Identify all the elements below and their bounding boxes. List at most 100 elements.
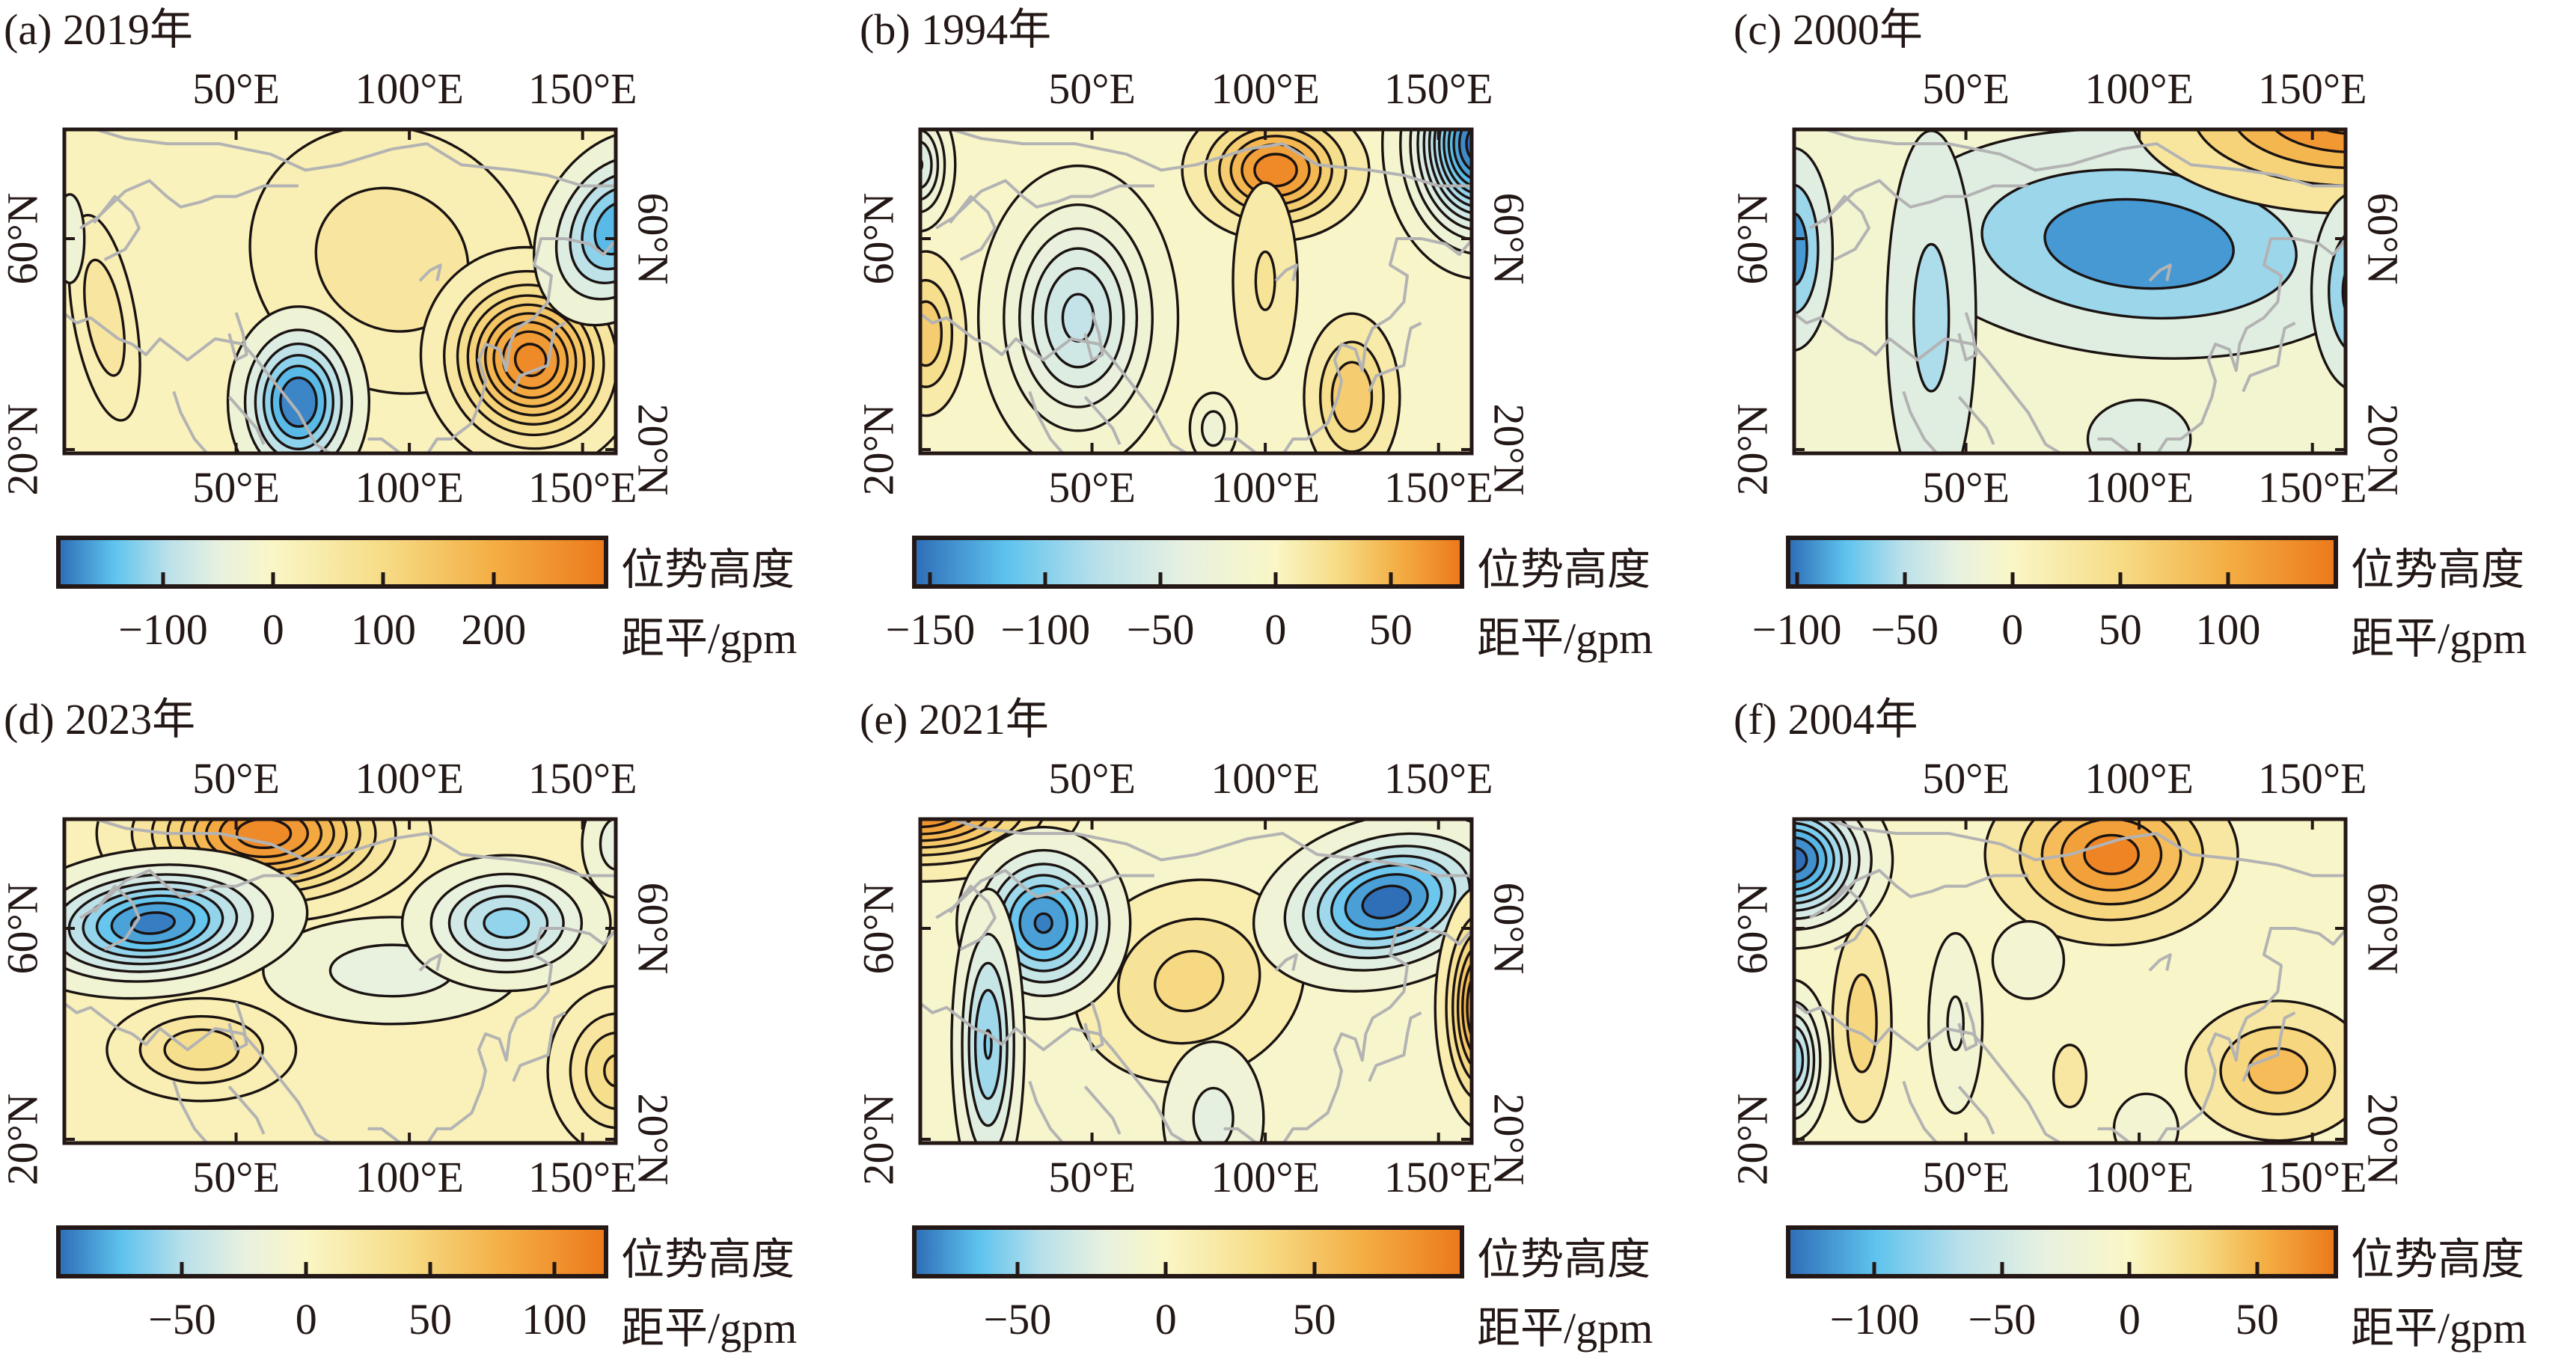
colorbar-tick — [1795, 572, 1799, 584]
colorbar-unit-label: 位势高度 — [1477, 545, 1651, 594]
map-panel-f: (f) 2004年 50°E 50°E 100°E 100°E 150°E 150°E 60°… — [1728, 690, 2576, 1363]
colorbar-tick — [1163, 1262, 1168, 1274]
colorbar-tick — [1015, 1262, 1020, 1274]
lon-tick-label-bottom: 100°E — [1211, 463, 1320, 512]
coastline — [1823, 195, 1870, 261]
colorbar-unit-label: 距平/gpm — [2351, 614, 2527, 663]
negative-contour-band — [599, 818, 617, 872]
coastline — [2097, 437, 2134, 455]
coastline — [93, 884, 141, 951]
colorbar — [912, 1225, 1464, 1278]
contour-map — [1792, 817, 2348, 1145]
coastline — [2242, 1011, 2296, 1082]
positive-contour-band — [919, 818, 929, 819]
lon-tick-label-top: 100°E — [355, 64, 464, 113]
lon-tick-label-top: 150°E — [527, 64, 637, 113]
coastline — [935, 869, 1154, 919]
lon-tick-label-bottom: 150°E — [1383, 463, 1493, 512]
colorbar-tick-label: 50 — [1368, 605, 1413, 654]
colorbar-tick — [1903, 572, 1907, 584]
colorbar-tick — [1043, 572, 1047, 584]
lon-tick-label-bottom: 50°E — [1048, 1153, 1136, 1201]
colorbar — [56, 536, 608, 589]
colorbar-unit-label: 距平/gpm — [621, 614, 798, 663]
lon-tick-label-bottom: 150°E — [2257, 463, 2367, 512]
coastline — [90, 818, 617, 877]
colorbar-tick-label: −100 — [1000, 605, 1091, 654]
colorbar-tick — [304, 1262, 308, 1274]
coastline — [227, 1002, 248, 1052]
colorbar-unit-label: 位势高度 — [621, 1235, 795, 1284]
coastline — [425, 927, 617, 1145]
coastline — [93, 195, 141, 261]
lat-tick-label-left: 20°N — [854, 403, 903, 496]
lat-tick-label-right: 20°N — [1484, 403, 1534, 496]
contour-map — [62, 817, 618, 1145]
positive-contour-band — [163, 1028, 240, 1071]
negative-contour-band — [129, 911, 176, 935]
negative-contour-band — [1912, 242, 1951, 393]
positive-contour-band — [83, 258, 126, 377]
coastline — [90, 128, 617, 188]
colorbar-tick — [552, 1262, 557, 1274]
negative-contour-band — [1991, 919, 2066, 1000]
colorbar-unit-label: 距平/gpm — [1477, 1304, 1653, 1353]
map-panel-a: (a) 2019年 50°E 50°E 100°E 100°E 150°E 150°E 60°… — [0, 0, 860, 673]
colorbar-tick-label: 100 — [521, 1295, 587, 1344]
lat-tick-label-right: 60°N — [2358, 882, 2408, 975]
lon-tick-label-top: 150°E — [1383, 64, 1493, 113]
colorbar-tick-label: −50 — [1870, 605, 1939, 654]
colorbar-tick-label: 0 — [295, 1295, 317, 1344]
coastline — [2155, 927, 2347, 1145]
coastline — [949, 195, 997, 261]
map-panel-e: (e) 2021年 50°E 50°E 100°E 100°E 150°E 150°E 60°… — [854, 690, 1716, 1363]
lat-tick-label-left: 20°N — [1728, 403, 1777, 496]
colorbar-tick — [928, 572, 932, 584]
colorbar-tick — [1872, 1262, 1876, 1274]
colorbar-tick-label: 50 — [408, 1295, 452, 1344]
coastline — [1281, 927, 1473, 1145]
lon-tick-label-bottom: 150°E — [527, 463, 637, 512]
lon-tick-label-top: 150°E — [527, 754, 637, 803]
panel-title: (b) 1994年 — [860, 5, 1052, 54]
coastline — [63, 311, 334, 455]
colorbar-tick — [1273, 572, 1278, 584]
colorbar-tick — [2226, 572, 2230, 584]
coastline — [79, 869, 299, 919]
coastline — [1223, 1127, 1260, 1145]
negative-contour-band — [1192, 1086, 1235, 1145]
coastline — [2242, 322, 2296, 393]
coastline — [227, 396, 266, 445]
map-panel-c: (c) 2000年 50°E 50°E 100°E 100°E 150°E 150°E 60°… — [1728, 0, 2576, 673]
coastline — [2155, 237, 2347, 455]
map-frame — [62, 817, 618, 1145]
lat-tick-label-left: 20°N — [0, 403, 47, 496]
coastline — [1902, 390, 1940, 455]
coastline — [425, 237, 617, 455]
lat-tick-label-left: 20°N — [0, 1093, 47, 1186]
coastline — [1274, 953, 1298, 972]
colorbar-tick-label: 0 — [262, 605, 284, 654]
coastline — [949, 884, 997, 951]
lon-tick-label-top: 50°E — [1922, 64, 2010, 113]
coastline — [367, 437, 404, 455]
lon-tick-label-top: 100°E — [1211, 754, 1320, 803]
colorbar-tick-label: −50 — [983, 1295, 1052, 1344]
coastline — [512, 1011, 566, 1082]
colorbar-tick-label: −100 — [1829, 1295, 1920, 1344]
lon-tick-label-top: 50°E — [192, 754, 280, 803]
coastline — [935, 179, 1154, 230]
positive-contour-band — [919, 300, 943, 367]
negative-contour-band — [1200, 410, 1226, 447]
contour-map — [62, 127, 618, 456]
lon-tick-label-top: 100°E — [2084, 754, 2194, 803]
contour-map — [918, 127, 1474, 456]
colorbar-tick — [1158, 572, 1163, 584]
colorbar-unit-label: 位势高度 — [1477, 1235, 1651, 1284]
colorbar-tick-label: −100 — [118, 605, 208, 654]
coastline — [1957, 396, 1995, 445]
lat-tick-label-right: 60°N — [2358, 192, 2408, 285]
colorbar-tick — [1389, 572, 1393, 584]
coastline — [418, 263, 442, 282]
map-panel-d: (d) 2023年 50°E 50°E 100°E 100°E 150°E 150°E 60°… — [0, 690, 860, 1363]
